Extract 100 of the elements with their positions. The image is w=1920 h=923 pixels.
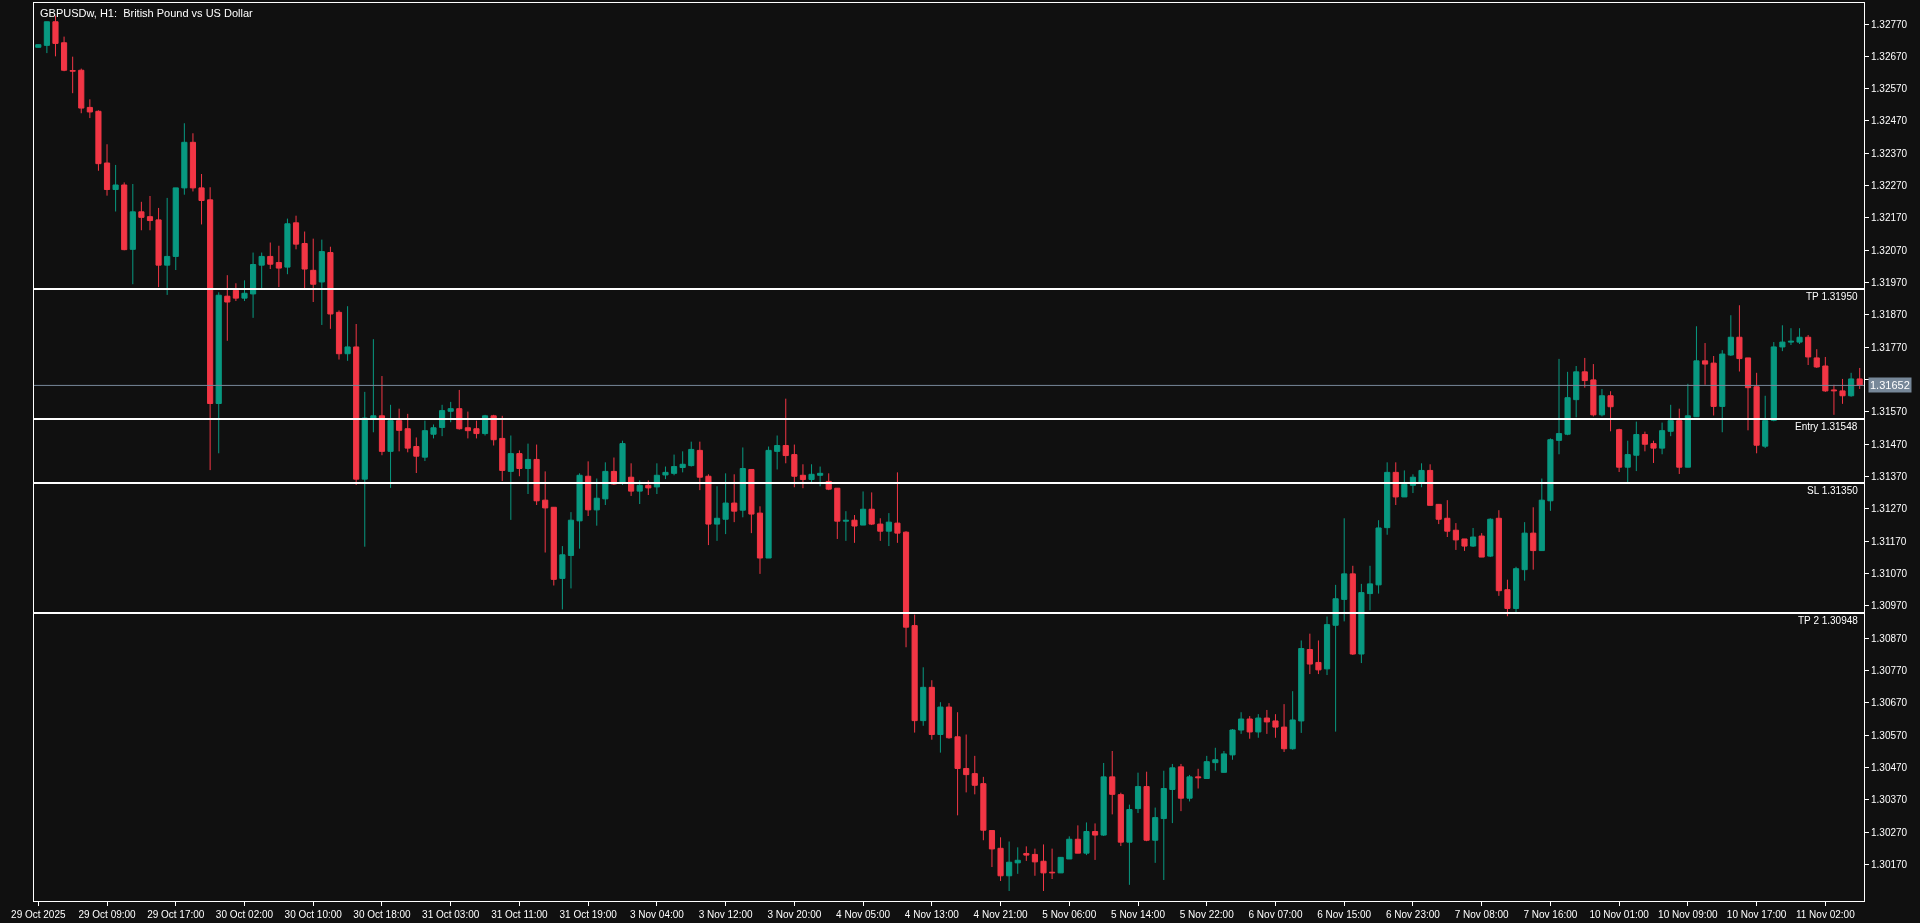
x-tick-label: 31 Oct 11:00	[491, 909, 549, 920]
candlestick	[1255, 713, 1262, 739]
candlestick	[1332, 584, 1339, 733]
candlestick	[731, 473, 738, 523]
y-tick-label: 1.32470	[1871, 115, 1908, 127]
y-tick-label: 1.30370	[1871, 794, 1908, 806]
candlestick	[69, 56, 76, 94]
candlestick	[473, 420, 480, 439]
candlestick	[1487, 517, 1494, 558]
candlestick	[1272, 713, 1279, 739]
text: 1.31652	[1870, 379, 1910, 391]
candlestick	[198, 173, 205, 225]
y-tick-label: 1.31370	[1871, 471, 1908, 483]
candlestick	[705, 473, 712, 546]
y-tick-label: 1.31070	[1871, 568, 1908, 580]
candlestick	[490, 414, 497, 447]
candlestick	[1435, 503, 1442, 525]
candlestick	[619, 440, 626, 486]
candlestick	[1856, 367, 1863, 390]
y-tick-label: 1.32070	[1871, 244, 1908, 256]
candlestick	[1315, 639, 1322, 675]
y-tick-label: 1.32770	[1871, 18, 1908, 30]
candlestick	[1796, 327, 1803, 345]
candlestick	[1521, 521, 1528, 582]
x-tick-label: 10 Nov 01:00	[1589, 909, 1650, 920]
y-tick-label: 1.31970	[1871, 277, 1908, 289]
y-tick-label: 1.31270	[1871, 503, 1908, 515]
x-tick-label: 10 Nov 17:00	[1726, 909, 1787, 920]
candlestick	[1676, 408, 1683, 475]
candlestick	[1401, 469, 1408, 498]
x-tick-label: 11 Nov 02:00	[1795, 909, 1856, 920]
y-tick-label: 1.31770	[1871, 341, 1908, 353]
candlestick	[997, 836, 1004, 882]
candlestick	[258, 252, 265, 289]
x-tick-label: 3 Nov 12:00	[698, 909, 754, 920]
x-tick-label: 4 Nov 21:00	[973, 909, 1028, 920]
y-tick-label: 1.30470	[1871, 762, 1908, 773]
y-tick-label: 1.30970	[1871, 600, 1908, 612]
candlestick	[344, 305, 351, 362]
candlestick	[722, 472, 729, 535]
candlestick	[533, 444, 540, 506]
candlestick	[1787, 327, 1795, 346]
candlestick	[1100, 762, 1107, 837]
x-tick-label: 30 Oct 18:00	[353, 909, 412, 920]
candlestick	[576, 472, 583, 550]
candlestick	[1736, 304, 1743, 373]
y-tick-label: 1.32270	[1871, 180, 1908, 192]
y-tick-label: 1.31570	[1871, 406, 1908, 418]
x-tick-label: 3 Nov 20:00	[767, 909, 822, 920]
candlestick	[138, 201, 145, 231]
chart-title: GBPUSDw, H1: British Pound vs US Dollar	[40, 7, 254, 19]
x-tick-label: 29 Oct 09:00	[78, 909, 137, 920]
x-tick-label: 30 Oct 02:00	[215, 909, 274, 920]
ref-line-label: TP 2 1.30948	[1798, 615, 1859, 626]
x-tick-label: 31 Oct 03:00	[422, 909, 480, 920]
candlestick	[95, 109, 102, 172]
candlestick	[1693, 325, 1700, 418]
x-tick-label: 5 Nov 14:00	[1111, 909, 1166, 920]
candlestick	[1014, 846, 1021, 875]
candlestick	[1830, 384, 1838, 416]
x-tick-label: 7 Nov 08:00	[1454, 909, 1510, 920]
candlestick	[1358, 583, 1365, 664]
candlestick	[877, 517, 884, 542]
candlestick	[1212, 747, 1219, 772]
y-tick-label: 1.32670	[1871, 50, 1908, 62]
candlestick	[370, 338, 377, 433]
candlestick	[181, 122, 188, 196]
candlestick	[868, 491, 875, 526]
x-tick-label: 5 Nov 06:00	[1042, 909, 1097, 920]
candlestick	[112, 164, 119, 212]
candlestick	[1478, 532, 1485, 558]
candlestick	[1753, 372, 1760, 454]
y-tick-label: 1.31170	[1871, 535, 1907, 547]
candlestick	[834, 487, 841, 540]
candlestick	[1066, 835, 1073, 860]
candlestick	[1461, 538, 1468, 552]
candlestick	[1607, 390, 1614, 432]
candlestick	[1813, 348, 1820, 369]
candlestick	[1779, 324, 1786, 352]
candlestick	[1246, 715, 1253, 740]
candlestick	[911, 614, 918, 734]
candlestick	[1186, 774, 1193, 802]
candlestick	[937, 701, 944, 754]
candlestick	[1504, 579, 1511, 617]
x-tick-label: 6 Nov 15:00	[1317, 909, 1372, 920]
x-tick-label: 30 Oct 10:00	[284, 909, 343, 920]
candlestick	[791, 444, 798, 488]
candlestick	[267, 242, 274, 270]
candlestick	[447, 401, 454, 423]
ref-line-label: SL 1.31350	[1807, 485, 1859, 496]
candlestick	[1169, 763, 1176, 824]
candlestick	[1710, 355, 1717, 416]
ref-line-label: Entry 1.31548	[1795, 421, 1858, 432]
candlestick	[1590, 363, 1597, 417]
x-tick-label: 6 Nov 23:00	[1385, 909, 1441, 920]
y-tick-label: 1.30270	[1871, 826, 1908, 838]
candlestick	[1126, 804, 1133, 886]
candlestick	[636, 479, 643, 505]
candlestick	[980, 776, 987, 841]
candlestick	[894, 471, 901, 544]
